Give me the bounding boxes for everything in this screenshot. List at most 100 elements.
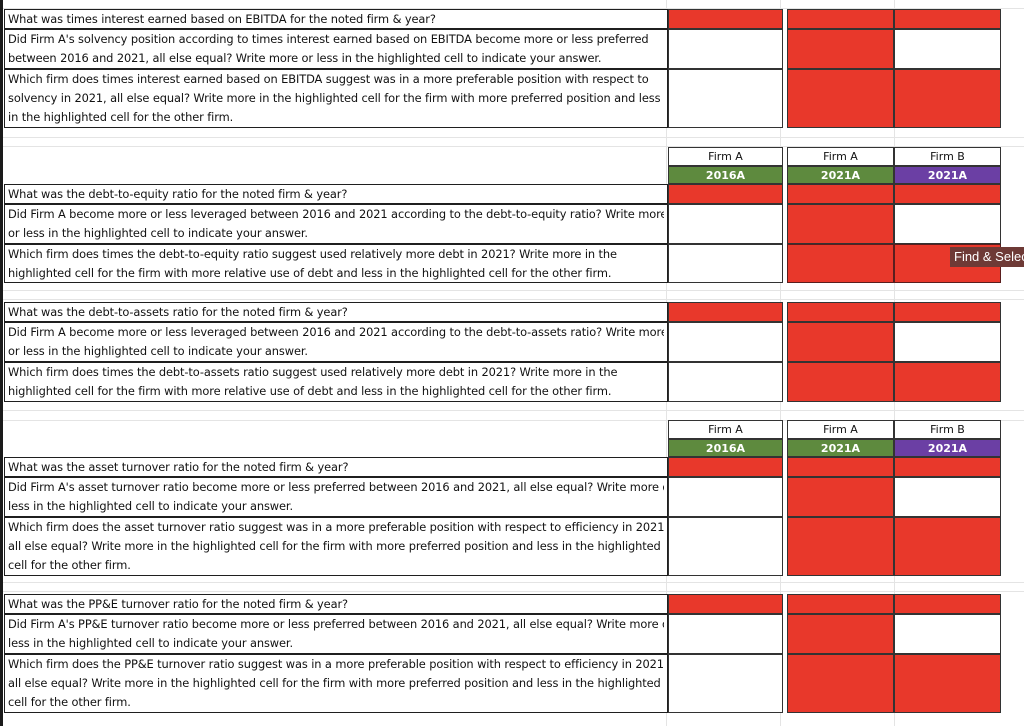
column-header-firm: Firm A [787, 147, 894, 166]
answer-cell-blank[interactable] [668, 69, 783, 128]
question-line: What was the PP&E turnover ratio for the… [8, 597, 348, 611]
answer-cell-firm-a-2016[interactable] [668, 184, 783, 204]
answer-cell-firm-a-2016[interactable] [668, 594, 783, 614]
question-line: Did Firm A's solvency position according… [8, 32, 649, 46]
question-line: What was the debt-to-assets ratio for th… [8, 305, 348, 319]
answer-cell-da-change[interactable] [787, 322, 894, 362]
answer-cell-firm-a-2021[interactable] [787, 9, 894, 29]
question-line: highlighted cell for the firm with more … [8, 383, 612, 398]
question-at-value[interactable]: What was the asset turnover ratio for th… [4, 457, 668, 477]
question-line: Did Firm A's PP&E turnover ratio become … [8, 617, 664, 631]
answer-cell-blank[interactable] [894, 204, 1001, 244]
question-ppe-compare[interactable]: Which firm does the PP&E turnover ratio … [4, 654, 668, 713]
answer-cell-ppe-firm-b[interactable] [894, 654, 1001, 713]
answer-cell-de-firm-a[interactable] [787, 244, 894, 283]
answer-cell-blank[interactable] [668, 362, 783, 402]
answer-cell-firm-a-2021[interactable] [787, 594, 894, 614]
question-da-value[interactable]: What was the debt-to-assets ratio for th… [4, 302, 668, 322]
column-header-firm: Firm B [894, 420, 1001, 439]
question-tie-change[interactable]: Did Firm A's solvency position according… [4, 29, 668, 69]
answer-cell-at-change[interactable] [787, 477, 894, 517]
question-line: less in the highlighted cell to indicate… [8, 498, 293, 513]
column-header-firm: Firm B [894, 147, 1001, 166]
question-line: Which firm does times the debt-to-assets… [8, 365, 618, 379]
answer-cell-tie-firm-a[interactable] [787, 69, 894, 128]
find-select-tooltip[interactable]: Find & Select [950, 247, 1024, 267]
answer-cell-blank[interactable] [894, 29, 1001, 69]
question-line: Which firm does times the debt-to-equity… [8, 247, 617, 261]
year-header-2016: 2016A [668, 166, 783, 184]
year-header-2021: 2021A [787, 439, 894, 457]
column-header-firm: Firm A [668, 147, 783, 166]
answer-cell-blank[interactable] [894, 614, 1001, 654]
answer-cell-firm-a-2021[interactable] [787, 457, 894, 477]
question-ppe-value[interactable]: What was the PP&E turnover ratio for the… [4, 594, 668, 614]
answer-cell-firm-a-2021[interactable] [787, 302, 894, 322]
answer-cell-blank[interactable] [668, 29, 783, 69]
answer-cell-blank[interactable] [668, 204, 783, 244]
answer-cell-at-firm-a[interactable] [787, 517, 894, 576]
answer-cell-da-firm-a[interactable] [787, 362, 894, 402]
year-header-2021-firm-b: 2021A [894, 439, 1001, 457]
question-line: in the highlighted cell for the other fi… [8, 109, 234, 124]
answer-cell-at-firm-b[interactable] [894, 517, 1001, 576]
question-de-change[interactable]: Did Firm A become more or less leveraged… [4, 204, 668, 244]
answer-cell-blank[interactable] [668, 517, 783, 576]
answer-cell-firm-a-2021[interactable] [787, 184, 894, 204]
answer-cell-firm-b-2021[interactable] [894, 302, 1001, 322]
answer-cell-blank[interactable] [894, 477, 1001, 517]
question-line: all else equal? Write more in the highli… [8, 538, 661, 553]
answer-cell-blank[interactable] [668, 244, 783, 283]
question-da-compare[interactable]: Which firm does times the debt-to-assets… [4, 362, 668, 402]
question-at-compare[interactable]: Which firm does the asset turnover ratio… [4, 517, 668, 576]
answer-cell-firm-a-2016[interactable] [668, 457, 783, 477]
column-header-firm: Firm A [668, 420, 783, 439]
question-line: What was the asset turnover ratio for th… [8, 460, 349, 474]
answer-cell-tie-firm-b[interactable] [894, 69, 1001, 128]
question-de-value[interactable]: What was the debt-to-equity ratio for th… [4, 184, 668, 204]
question-de-compare[interactable]: Which firm does times the debt-to-equity… [4, 244, 668, 283]
question-line: Which firm does the asset turnover ratio… [8, 520, 664, 534]
question-at-change[interactable]: Did Firm A's asset turnover ratio become… [4, 477, 668, 517]
question-line: all else equal? Write more in the highli… [8, 675, 661, 690]
question-line: Did Firm A become more or less leveraged… [8, 325, 664, 339]
answer-cell-de-change[interactable] [787, 204, 894, 244]
answer-cell-firm-b-2021[interactable] [894, 594, 1001, 614]
answer-cell-blank[interactable] [668, 614, 783, 654]
question-line: or less in the highlighted cell to indic… [8, 343, 308, 358]
answer-cell-blank[interactable] [894, 322, 1001, 362]
question-tie-value[interactable]: What was times interest earned based on … [4, 9, 668, 29]
answer-cell-blank[interactable] [668, 654, 783, 713]
answer-cell-firm-b-2021[interactable] [894, 9, 1001, 29]
question-line: Which firm does times interest earned ba… [8, 72, 649, 86]
answer-cell-ppe-change[interactable] [787, 614, 894, 654]
answer-cell-blank[interactable] [668, 477, 783, 517]
question-da-change[interactable]: Did Firm A become more or less leveraged… [4, 322, 668, 362]
question-line: cell for the other firm. [8, 694, 131, 709]
question-line: highlighted cell for the firm with more … [8, 265, 612, 280]
answer-cell-ppe-firm-a[interactable] [787, 654, 894, 713]
question-line: or less in the highlighted cell to indic… [8, 225, 308, 240]
year-header-2021-firm-b: 2021A [894, 166, 1001, 184]
question-line: between 2016 and 2021, all else equal? W… [8, 50, 602, 65]
answer-cell-da-firm-b[interactable] [894, 362, 1001, 402]
answer-cell-firm-a-2016[interactable] [668, 302, 783, 322]
answer-cell-firm-b-2021[interactable] [894, 457, 1001, 477]
question-line: Did Firm A's asset turnover ratio become… [8, 480, 664, 494]
question-line: What was times interest earned based on … [8, 12, 436, 26]
question-line: What was the debt-to-equity ratio for th… [8, 187, 348, 201]
question-line: less in the highlighted cell to indicate… [8, 635, 293, 650]
answer-cell-firm-b-2021[interactable] [894, 184, 1001, 204]
question-line: Did Firm A become more or less leveraged… [8, 207, 664, 221]
answer-cell-blank[interactable] [668, 322, 783, 362]
column-header-firm: Firm A [787, 420, 894, 439]
year-header-2021: 2021A [787, 166, 894, 184]
question-line: Which firm does the PP&E turnover ratio … [8, 657, 664, 671]
question-line: cell for the other firm. [8, 557, 131, 572]
answer-cell-firm-a-2016[interactable] [668, 9, 783, 29]
question-line: solvency in 2021, all else equal? Write … [8, 90, 661, 105]
question-ppe-change[interactable]: Did Firm A's PP&E turnover ratio become … [4, 614, 668, 654]
question-tie-compare[interactable]: Which firm does times interest earned ba… [4, 69, 668, 128]
answer-cell-tie-change[interactable] [787, 29, 894, 69]
